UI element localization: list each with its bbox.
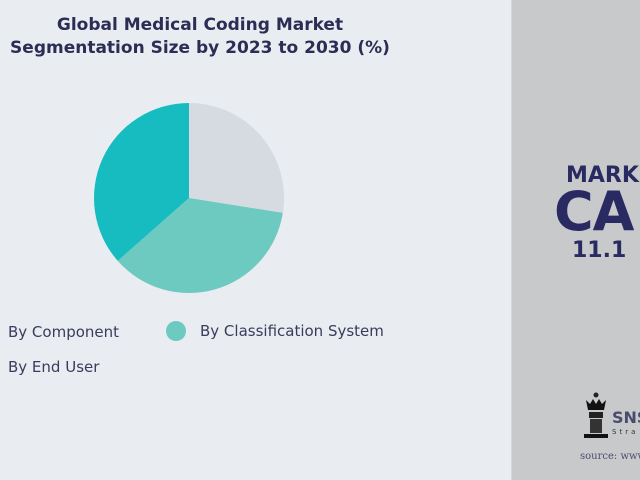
market-label: MARK [566, 163, 639, 188]
chess-rook-logo-icon [584, 392, 608, 438]
chart-title-line-1: Global Medical Coding Market [56, 15, 344, 35]
pie-slice-by-end-user [189, 103, 284, 213]
cagr-value: 11.1 [572, 238, 627, 263]
chart-title: Global Medical Coding Market Segmentatio… [0, 14, 520, 60]
legend-item-by-component: By Component [0, 322, 119, 342]
source-text: source: www [580, 451, 640, 462]
logo-text: SNS [612, 408, 640, 427]
pie-chart [94, 102, 284, 293]
legend-item-by-classification-system: By Classification System [166, 321, 384, 341]
chart-title-line-2: Segmentation Size by 2023 to 2030 (%) [10, 38, 390, 58]
legend-swatch [166, 321, 186, 341]
legend-label: By Component [8, 323, 120, 341]
legend-item-by-end-user: By End User [0, 357, 99, 377]
side-panel: MARK CA 11.1 SNS Stra source: www [511, 0, 640, 480]
cagr-label: CA [554, 180, 634, 243]
legend-label: By Classification System [200, 322, 384, 340]
logo-subtext: Stra [612, 428, 639, 436]
pie-slice-by-component [94, 102, 189, 261]
pie-slice-by-classification-system [117, 198, 283, 293]
legend-label: By End User [8, 358, 100, 376]
